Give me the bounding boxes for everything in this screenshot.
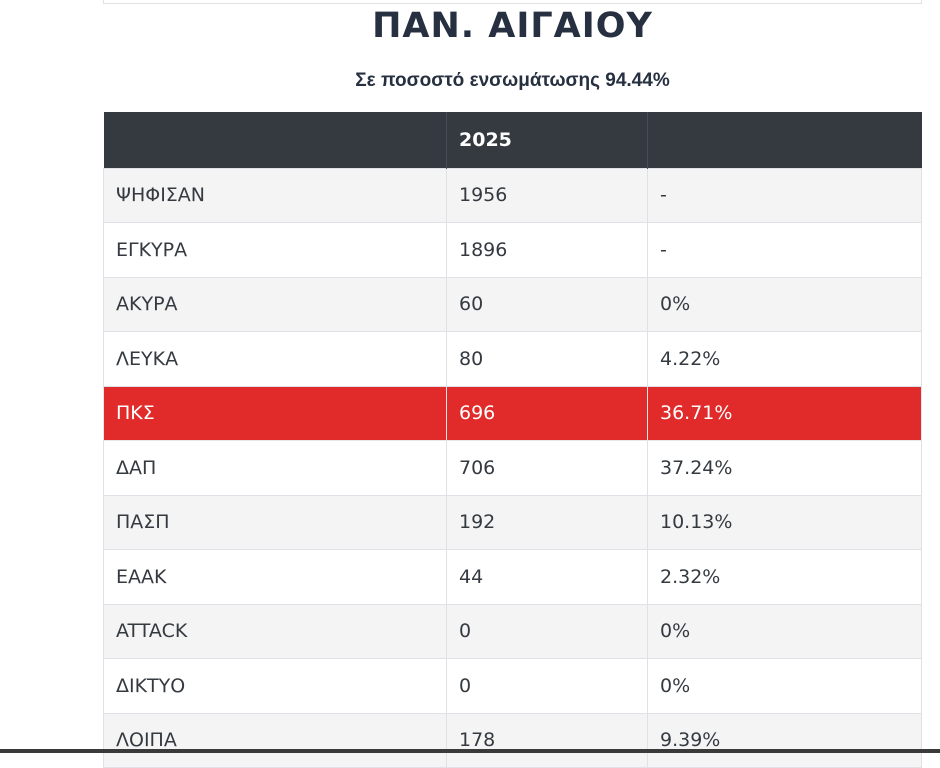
row-label: ΕΓΚΥΡΑ (103, 222, 447, 278)
row-votes: 192 (446, 494, 648, 550)
table-row: ΕΓΚΥΡΑ 1896 - (103, 222, 922, 278)
row-votes: 0 (446, 603, 648, 659)
row-votes: 706 (446, 440, 648, 496)
row-label: ΛΟΙΠΑ (103, 712, 447, 768)
row-votes: 60 (446, 276, 648, 332)
results-table: 2025 ΨΗΦΙΣΑΝ 1956 - ΕΓΚΥΡΑ 1896 - ΑΚΥΡΑ … (103, 112, 922, 768)
row-votes: 80 (446, 331, 648, 387)
row-label: ΠΑΣΠ (103, 494, 447, 550)
row-percent: - (647, 167, 922, 223)
table-row: ΛΕΥΚΑ 80 4.22% (103, 331, 922, 387)
row-label: ΑΚΥΡΑ (103, 276, 447, 332)
table-row: ΔΑΠ 706 37.24% (103, 440, 922, 496)
row-votes: 1896 (446, 222, 648, 278)
row-percent: 0% (647, 603, 922, 659)
table-row: ΨΗΦΙΣΑΝ 1956 - (103, 167, 922, 223)
table-row: ΔΙΚΤΥΟ 0 0% (103, 658, 922, 714)
row-percent: 9.39% (647, 712, 922, 768)
row-percent: 0% (647, 658, 922, 714)
table-row: ΑΚΥΡΑ 60 0% (103, 276, 922, 332)
row-percent: - (647, 222, 922, 278)
table-header-row: 2025 (103, 112, 922, 168)
table-row: ΕΑΑΚ 44 2.32% (103, 549, 922, 605)
row-percent: 2.32% (647, 549, 922, 605)
row-votes: 696 (446, 385, 648, 441)
header-label (103, 112, 447, 168)
row-percent: 0% (647, 276, 922, 332)
row-percent: 10.13% (647, 494, 922, 550)
top-card-edge (103, 0, 922, 4)
page-title: ΠΑΝ. ΑΙΓΑΙΟΥ (372, 6, 653, 46)
header-year: 2025 (446, 112, 648, 168)
header-percent (648, 112, 922, 168)
row-label: ΕΑΑΚ (103, 549, 447, 605)
row-votes: 1956 (446, 167, 648, 223)
row-votes: 178 (446, 712, 648, 768)
row-percent: 37.24% (647, 440, 922, 496)
bottom-edge-bar (0, 749, 940, 753)
table-row: ATTACK 0 0% (103, 603, 922, 659)
page-subtitle: Σε ποσοστό ενσωμάτωσης 94.44% (355, 70, 670, 91)
row-label: ΔΑΠ (103, 440, 447, 496)
row-label: ΨΗΦΙΣΑΝ (103, 167, 447, 223)
row-label: ATTACK (103, 603, 447, 659)
row-label: ΛΕΥΚΑ (103, 331, 447, 387)
row-percent: 36.71% (647, 385, 922, 441)
table-row: ΠΑΣΠ 192 10.13% (103, 494, 922, 550)
table-row-highlighted: ΠΚΣ 696 36.71% (103, 385, 922, 441)
row-votes: 0 (446, 658, 648, 714)
row-votes: 44 (446, 549, 648, 605)
row-percent: 4.22% (647, 331, 922, 387)
table-row: ΛΟΙΠΑ 178 9.39% (103, 712, 922, 768)
row-label: ΠΚΣ (103, 385, 447, 441)
row-label: ΔΙΚΤΥΟ (103, 658, 447, 714)
